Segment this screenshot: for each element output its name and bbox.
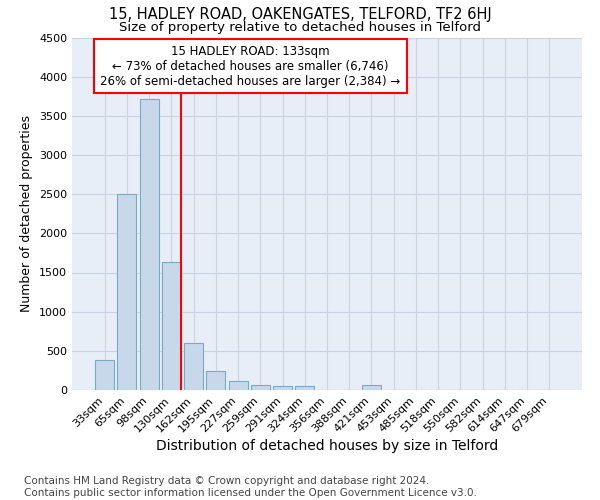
Bar	[251, 384, 270, 390]
Bar	[184, 343, 203, 390]
Bar	[295, 386, 314, 390]
Bar	[162, 262, 181, 390]
Text: 15 HADLEY ROAD: 133sqm
← 73% of detached houses are smaller (6,746)
26% of semi-: 15 HADLEY ROAD: 133sqm ← 73% of detached…	[100, 44, 401, 88]
Bar	[229, 382, 248, 390]
Bar	[140, 98, 158, 390]
X-axis label: Distribution of detached houses by size in Telford: Distribution of detached houses by size …	[156, 440, 498, 454]
Text: Contains HM Land Registry data © Crown copyright and database right 2024.
Contai: Contains HM Land Registry data © Crown c…	[24, 476, 477, 498]
Bar	[362, 386, 381, 390]
Bar	[206, 371, 225, 390]
Bar	[118, 194, 136, 390]
Bar	[273, 386, 292, 390]
Y-axis label: Number of detached properties: Number of detached properties	[20, 116, 34, 312]
Text: Size of property relative to detached houses in Telford: Size of property relative to detached ho…	[119, 21, 481, 34]
Text: 15, HADLEY ROAD, OAKENGATES, TELFORD, TF2 6HJ: 15, HADLEY ROAD, OAKENGATES, TELFORD, TF…	[109, 8, 491, 22]
Bar	[95, 360, 114, 390]
